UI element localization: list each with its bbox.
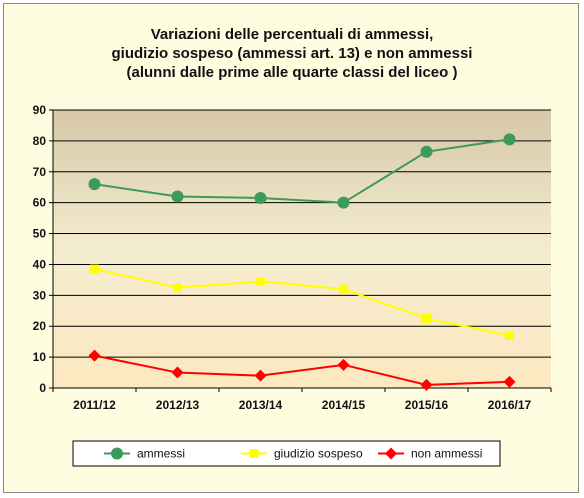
- y-tick-label: 0: [39, 381, 46, 395]
- data-point: [337, 358, 350, 371]
- series-line: [94, 268, 510, 337]
- legend-item: non ammessi: [378, 447, 482, 461]
- series-square: [90, 264, 514, 340]
- y-tick-label: 80: [33, 134, 47, 148]
- data-point: [171, 366, 184, 379]
- x-tick-label: 2016/17: [488, 398, 532, 412]
- x-tick-label: 2015/16: [405, 398, 449, 412]
- data-point: [422, 314, 431, 323]
- y-axis-ticks: 0 10 20 30 40 50 60 70 80 90: [33, 103, 53, 395]
- y-tick-label: 20: [33, 319, 47, 333]
- data-point: [254, 192, 267, 205]
- x-tick-label: 2011/12: [73, 398, 116, 412]
- data-point: [88, 349, 101, 362]
- y-tick-label: 50: [33, 227, 47, 241]
- chart-title-line-1: Variazioni delle percentuali di ammessi,: [151, 26, 434, 43]
- x-tick-label: 2012/13: [156, 398, 200, 412]
- legend-label: non ammessi: [411, 447, 482, 461]
- legend-label: ammessi: [137, 447, 185, 461]
- data-point: [171, 190, 184, 203]
- grid-lines: [53, 109, 551, 358]
- y-tick-label: 10: [33, 350, 47, 364]
- y-tick-label: 60: [33, 196, 47, 210]
- chart-title-line-3: (alunni dalle prime alle quarte classi d…: [127, 64, 458, 81]
- x-axis-ticks: 2011/12 2012/13 2013/14 2014/15 2015/16 2016/…: [52, 388, 552, 412]
- data-point: [420, 145, 433, 158]
- legend-label: giudizio sospeso: [274, 447, 363, 461]
- series-line: [94, 354, 510, 386]
- legend-swatch-marker: [385, 447, 397, 460]
- data-point: [503, 133, 516, 146]
- legend: ammessi giudizio sospeso non ammessi: [72, 440, 501, 467]
- legend-box: [72, 440, 501, 467]
- data-point: [337, 196, 350, 209]
- data-point: [339, 284, 348, 294]
- data-point: [503, 375, 516, 388]
- chart-title-line-2: giudizio sospeso (ammessi art. 13) e non…: [112, 45, 473, 62]
- data-point: [90, 264, 99, 274]
- chart-frame: Variazioni delle percentuali di ammessi,…: [3, 3, 579, 493]
- legend-swatch-marker: [111, 447, 123, 460]
- data-point: [173, 283, 182, 293]
- legend-item: ammessi: [104, 447, 185, 461]
- legend-item: giudizio sospeso: [241, 447, 363, 461]
- x-tick-label: 2014/15: [322, 398, 366, 412]
- line-chart: Variazioni delle percentuali di ammessi,…: [33, 26, 552, 467]
- data-point: [256, 276, 265, 286]
- series-line: [94, 138, 510, 204]
- series-layer: [88, 133, 516, 391]
- legend-swatch-marker: [249, 449, 259, 458]
- y-tick-label: 70: [33, 165, 47, 179]
- series-diamond: [88, 349, 516, 391]
- y-tick-label: 40: [33, 257, 47, 271]
- plot-area: [53, 110, 551, 388]
- chart-title: Variazioni delle percentuali di ammessi,…: [112, 26, 473, 81]
- series-circle: [88, 133, 516, 209]
- data-point: [420, 378, 433, 391]
- x-tick-label: 2013/14: [239, 398, 283, 412]
- data-point: [88, 178, 101, 191]
- data-point: [254, 369, 267, 382]
- data-point: [505, 330, 514, 340]
- y-tick-label: 90: [33, 103, 47, 117]
- y-tick-label: 30: [33, 288, 47, 302]
